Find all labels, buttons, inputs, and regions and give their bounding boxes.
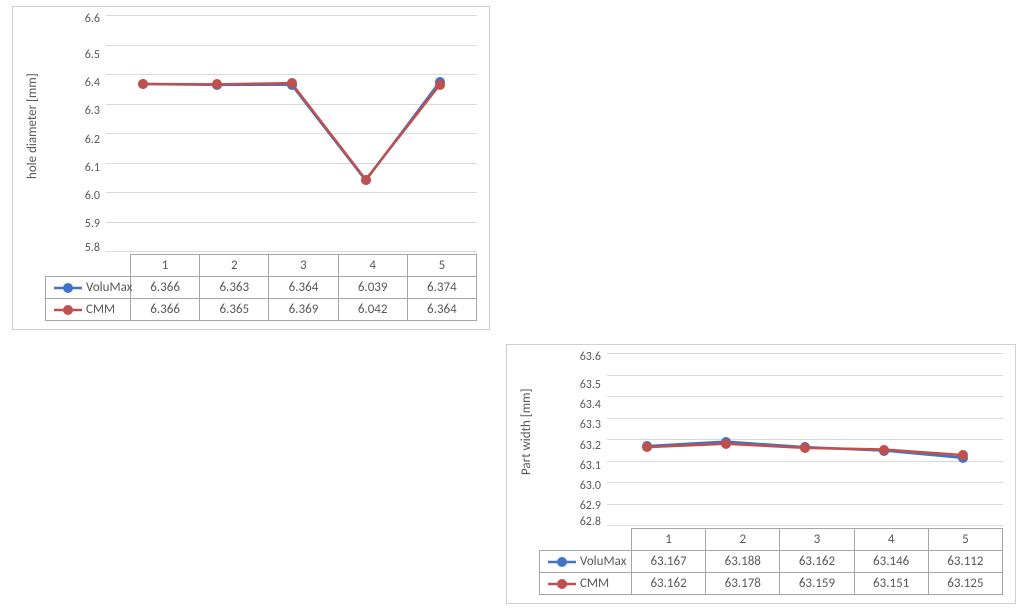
legend-swatch-icon	[54, 282, 82, 294]
data-marker	[361, 175, 371, 185]
data-marker	[800, 443, 810, 453]
y-axis-label: Part width [mm]	[515, 353, 539, 511]
data-cell: 6.366	[131, 299, 200, 321]
data-cell: 63.178	[706, 573, 780, 595]
series-line-cmm	[143, 83, 440, 179]
category-header: 5	[928, 529, 1002, 551]
category-header: 4	[338, 255, 407, 277]
data-cell: 63.167	[632, 551, 706, 573]
data-cell: 63.162	[780, 551, 854, 573]
data-marker	[287, 78, 297, 88]
category-header: 2	[200, 255, 269, 277]
data-cell: 6.365	[200, 299, 269, 321]
data-cell: 6.369	[269, 299, 338, 321]
category-header: 3	[269, 255, 338, 277]
legend-cell-cmm: CMM	[540, 573, 632, 595]
data-cell: 6.039	[338, 277, 407, 299]
y-ticks: 6.66.56.46.36.26.16.05.95.8	[45, 15, 106, 252]
chart-part-width: Part width [mm]63.663.563.463.363.263.16…	[506, 344, 1016, 604]
data-cell: 63.188	[706, 551, 780, 573]
data-marker	[642, 442, 652, 452]
legend-cell-volumax: VoluMax	[540, 551, 632, 573]
category-header: 5	[407, 255, 476, 277]
category-header: 2	[706, 529, 780, 551]
category-header: 3	[780, 529, 854, 551]
category-header: 1	[632, 529, 706, 551]
data-cell: 6.364	[269, 277, 338, 299]
data-table: 12345VoluMax6.3666.3636.3646.0396.374CMM…	[45, 254, 477, 321]
legend-cell-cmm: CMM	[46, 299, 131, 321]
category-header: 1	[131, 255, 200, 277]
data-table: 12345VoluMax63.16763.18863.16263.14663.1…	[539, 528, 1003, 595]
data-cell: 6.042	[338, 299, 407, 321]
y-axis-label: hole diameter [mm]	[21, 15, 45, 237]
chart-hole-diameter: hole diameter [mm]6.66.56.46.36.26.16.05…	[12, 6, 490, 330]
legend-swatch-icon	[54, 304, 82, 316]
legend-cell-volumax: VoluMax	[46, 277, 131, 299]
data-marker	[721, 439, 731, 449]
data-cell: 63.112	[928, 551, 1002, 573]
data-cell: 6.363	[200, 277, 269, 299]
data-cell: 63.162	[632, 573, 706, 595]
plot-area	[607, 353, 1003, 526]
data-marker	[435, 80, 445, 90]
data-marker	[879, 445, 889, 455]
legend-swatch-icon	[548, 556, 576, 568]
data-cell: 63.159	[780, 573, 854, 595]
data-cell: 6.366	[131, 277, 200, 299]
data-cell: 6.364	[407, 299, 476, 321]
category-header: 4	[854, 529, 928, 551]
plot-area	[106, 15, 477, 252]
data-cell: 63.146	[854, 551, 928, 573]
data-cell: 6.374	[407, 277, 476, 299]
data-cell: 63.151	[854, 573, 928, 595]
legend-swatch-icon	[548, 578, 576, 590]
y-ticks: 63.663.563.463.363.263.163.062.962.8	[539, 353, 607, 526]
data-cell: 63.125	[928, 573, 1002, 595]
series-line-volumax	[143, 82, 440, 181]
